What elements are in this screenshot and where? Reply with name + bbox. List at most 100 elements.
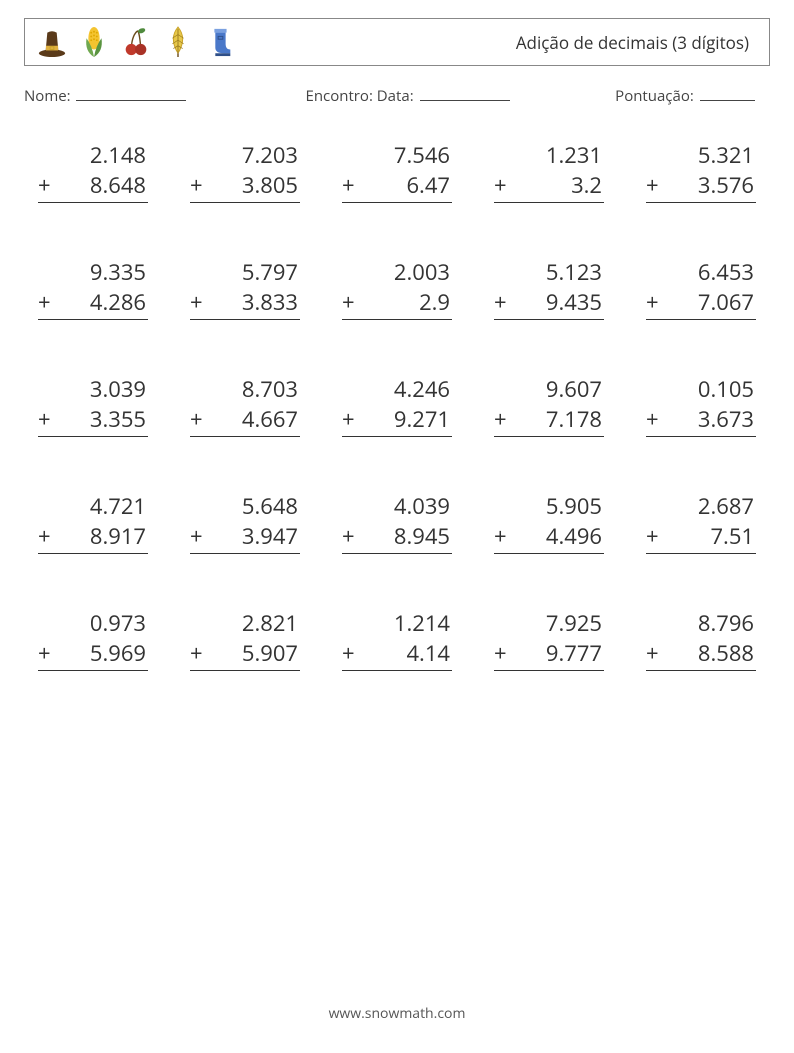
addend-bottom: 4.14	[356, 638, 452, 668]
footer-url: www.snowmath.com	[0, 1004, 794, 1023]
addend-top: 4.039	[342, 491, 452, 521]
addend-bottom: 3.576	[660, 170, 756, 200]
addend-top: 5.321	[646, 140, 756, 170]
addend-top: 1.231	[494, 140, 604, 170]
leaf-icon	[163, 25, 193, 59]
addend-bottom-row: +3.2	[494, 170, 604, 203]
addend-bottom: 7.067	[660, 287, 756, 317]
header-box: Adição de decimais (3 dígitos)	[24, 18, 770, 66]
addend-top: 2.003	[342, 257, 452, 287]
addend-bottom-row: +3.355	[38, 404, 148, 437]
addend-bottom: 3.2	[508, 170, 604, 200]
addend-top: 5.797	[190, 257, 300, 287]
name-blank[interactable]	[76, 86, 186, 101]
addend-bottom-row: +3.805	[190, 170, 300, 203]
addend-bottom-row: +4.496	[494, 521, 604, 554]
addend-bottom: 9.271	[356, 404, 452, 434]
addend-bottom-row: +3.833	[190, 287, 300, 320]
operator: +	[494, 404, 508, 434]
score-label: Pontuação:	[615, 86, 694, 106]
addend-bottom-row: +9.435	[494, 287, 604, 320]
addend-bottom: 5.969	[52, 638, 148, 668]
problem: 0.105+3.673	[646, 374, 756, 437]
problem: 5.648+3.947	[190, 491, 300, 554]
score-blank[interactable]	[700, 86, 755, 101]
addend-bottom-row: +4.14	[342, 638, 452, 671]
addend-bottom: 4.496	[508, 521, 604, 551]
addend-bottom: 7.51	[660, 521, 756, 551]
operator: +	[190, 287, 204, 317]
addend-bottom-row: +4.286	[38, 287, 148, 320]
addend-top: 4.721	[38, 491, 148, 521]
addend-bottom: 5.907	[204, 638, 300, 668]
problem: 8.796+8.588	[646, 608, 756, 671]
problem: 5.321+3.576	[646, 140, 756, 203]
addend-bottom-row: +8.945	[342, 521, 452, 554]
addend-top: 8.796	[646, 608, 756, 638]
addend-top: 5.123	[494, 257, 604, 287]
addend-bottom-row: +7.178	[494, 404, 604, 437]
operator: +	[38, 287, 52, 317]
problem: 5.905+4.496	[494, 491, 604, 554]
addend-bottom-row: +8.648	[38, 170, 148, 203]
addend-top: 2.148	[38, 140, 148, 170]
date-blank[interactable]	[420, 86, 510, 101]
addend-bottom-row: +9.777	[494, 638, 604, 671]
addend-top: 6.453	[646, 257, 756, 287]
addend-bottom-row: +9.271	[342, 404, 452, 437]
rain-boot-icon	[205, 25, 235, 59]
info-row: Nome: Encontro: Data: Pontuação:	[24, 86, 770, 106]
operator: +	[342, 638, 356, 668]
problem: 1.231+3.2	[494, 140, 604, 203]
score-field: Pontuação:	[615, 86, 770, 106]
name-label: Nome:	[24, 86, 71, 106]
problem: 2.148+8.648	[38, 140, 148, 203]
problems-grid: 2.148+8.6487.203+3.8057.546+6.471.231+3.…	[24, 140, 770, 671]
problem: 7.203+3.805	[190, 140, 300, 203]
addend-bottom-row: +7.51	[646, 521, 756, 554]
addend-bottom-row: +6.47	[342, 170, 452, 203]
operator: +	[494, 170, 508, 200]
addend-bottom-row: +5.907	[190, 638, 300, 671]
addend-bottom: 9.435	[508, 287, 604, 317]
cherries-icon	[121, 25, 151, 59]
addend-top: 9.607	[494, 374, 604, 404]
addend-bottom: 3.673	[660, 404, 756, 434]
name-field: Nome:	[24, 86, 306, 106]
worksheet-title: Adição de decimais (3 dígitos)	[516, 31, 757, 54]
addend-bottom: 3.947	[204, 521, 300, 551]
operator: +	[190, 638, 204, 668]
addend-bottom: 4.667	[204, 404, 300, 434]
operator: +	[646, 287, 660, 317]
addend-bottom: 2.9	[356, 287, 452, 317]
addend-top: 5.905	[494, 491, 604, 521]
addend-bottom: 4.286	[52, 287, 148, 317]
worksheet-page: Adição de decimais (3 dígitos) Nome: Enc…	[0, 0, 794, 671]
addend-bottom-row: +3.947	[190, 521, 300, 554]
corn-icon	[79, 25, 109, 59]
header-icons	[37, 25, 235, 59]
addend-top: 2.687	[646, 491, 756, 521]
operator: +	[646, 638, 660, 668]
addend-bottom: 8.945	[356, 521, 452, 551]
date-label: Encontro: Data:	[306, 86, 414, 106]
operator: +	[646, 404, 660, 434]
addend-bottom: 6.47	[356, 170, 452, 200]
operator: +	[190, 404, 204, 434]
problem: 3.039+3.355	[38, 374, 148, 437]
addend-top: 3.039	[38, 374, 148, 404]
operator: +	[494, 521, 508, 551]
operator: +	[38, 404, 52, 434]
addend-bottom-row: +8.588	[646, 638, 756, 671]
operator: +	[646, 521, 660, 551]
addend-bottom-row: +7.067	[646, 287, 756, 320]
addend-bottom-row: +3.576	[646, 170, 756, 203]
problem: 6.453+7.067	[646, 257, 756, 320]
operator: +	[38, 170, 52, 200]
pilgrim-hat-icon	[37, 25, 67, 59]
operator: +	[342, 170, 356, 200]
addend-bottom-row: +8.917	[38, 521, 148, 554]
addend-top: 7.925	[494, 608, 604, 638]
addend-bottom: 8.648	[52, 170, 148, 200]
problem: 2.821+5.907	[190, 608, 300, 671]
